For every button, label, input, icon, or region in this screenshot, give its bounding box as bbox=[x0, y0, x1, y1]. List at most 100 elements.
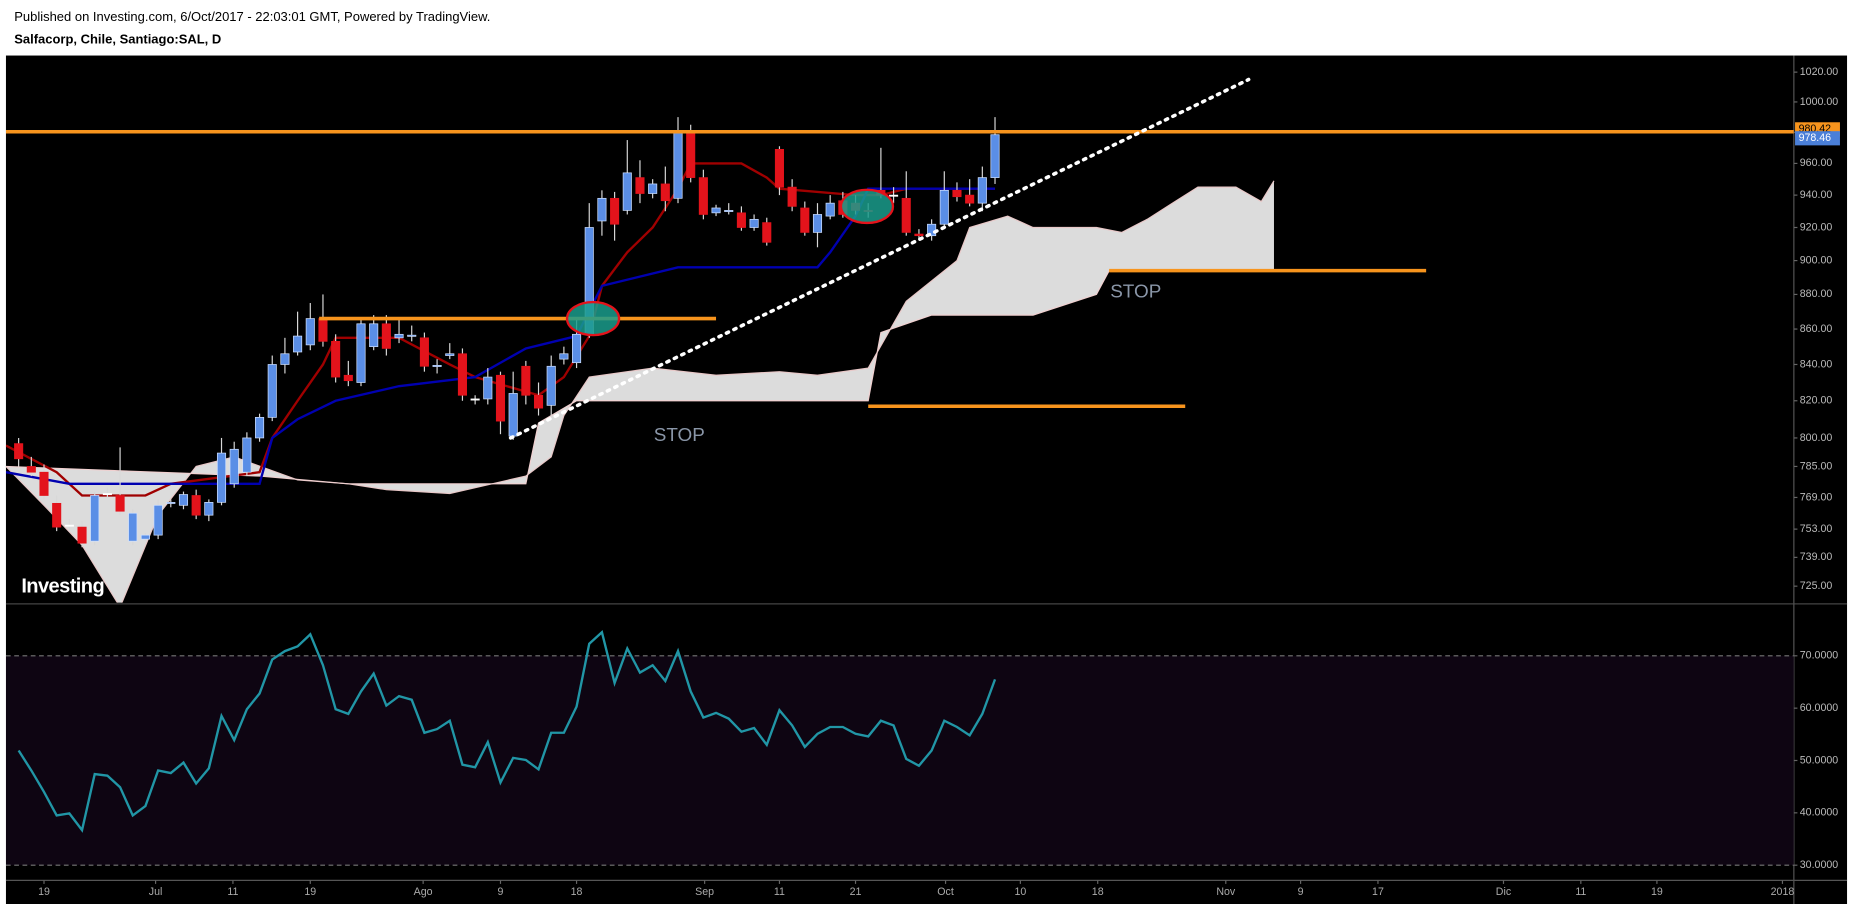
candle-body bbox=[939, 189, 949, 225]
x-tick-label: 9 bbox=[498, 886, 504, 898]
x-tick-label: 9 bbox=[1298, 886, 1304, 898]
x-tick-label: 19 bbox=[304, 886, 316, 898]
x-tick-label: 11 bbox=[227, 886, 238, 898]
candle-body bbox=[787, 186, 797, 207]
y-tick-label: 30.0000 bbox=[1800, 859, 1838, 871]
candle-body bbox=[622, 172, 632, 211]
candle-body bbox=[445, 353, 455, 356]
candle-body bbox=[305, 318, 315, 346]
highlight-marker bbox=[565, 300, 621, 337]
candle-body bbox=[749, 218, 759, 228]
y-tick-label: 940.00 bbox=[1800, 189, 1833, 201]
y-tick-label: 880.00 bbox=[1800, 288, 1833, 300]
candle-body bbox=[166, 502, 176, 504]
candle-body bbox=[800, 207, 810, 233]
candle-body bbox=[343, 374, 353, 382]
candle-body bbox=[140, 534, 150, 540]
candle-body bbox=[229, 448, 239, 485]
candle-body bbox=[178, 494, 189, 506]
candle-body bbox=[901, 197, 911, 233]
x-tick-label: 11 bbox=[774, 886, 785, 898]
cloud-span-b bbox=[5, 270, 1274, 485]
y-tick-label: 50.0000 bbox=[1800, 754, 1838, 766]
candle-body bbox=[521, 365, 531, 396]
x-tick-label: 19 bbox=[38, 886, 50, 898]
candle-body bbox=[762, 222, 772, 243]
x-tick-label: 19 bbox=[1651, 886, 1663, 898]
candle-body bbox=[635, 177, 645, 194]
candle-body bbox=[572, 333, 582, 364]
candle-body bbox=[965, 194, 975, 204]
candle-body bbox=[648, 183, 658, 194]
x-tick-label: Dic bbox=[1496, 886, 1512, 898]
candle-body bbox=[356, 323, 366, 383]
candle-body bbox=[889, 194, 899, 197]
cloud-fill bbox=[5, 180, 1274, 603]
y-tick-label: 840.00 bbox=[1800, 358, 1833, 370]
candle-body bbox=[990, 134, 1000, 178]
candle-body bbox=[774, 149, 784, 188]
candle-body bbox=[432, 365, 442, 367]
price-pane: Investing STOP STOP bbox=[5, 77, 1794, 603]
x-tick-label: Sep bbox=[695, 886, 714, 898]
candle-body bbox=[698, 177, 708, 215]
candle-body bbox=[255, 417, 265, 439]
candle-body bbox=[64, 524, 74, 527]
price-label: 978.46 bbox=[1799, 132, 1832, 144]
candle-body bbox=[242, 437, 252, 473]
indicator-line bbox=[5, 187, 996, 485]
candle-body bbox=[14, 443, 24, 460]
candle-body bbox=[610, 197, 620, 225]
candle-body bbox=[90, 495, 100, 542]
candle-body bbox=[559, 353, 569, 360]
rsi-band bbox=[5, 655, 1794, 866]
candle-body bbox=[736, 212, 746, 228]
y-tick-label: 800.00 bbox=[1800, 432, 1833, 444]
y-tick-label: 1020.00 bbox=[1800, 66, 1838, 78]
candle-body bbox=[483, 376, 493, 400]
x-tick-label: 18 bbox=[571, 886, 583, 898]
candle-body bbox=[318, 318, 328, 342]
price-label-box bbox=[1795, 131, 1840, 146]
x-tick-label: 2018 bbox=[1771, 886, 1795, 898]
candle-body bbox=[508, 393, 518, 437]
candle-body bbox=[293, 335, 303, 353]
candle-body bbox=[673, 130, 683, 199]
candle-body bbox=[711, 207, 721, 214]
y-tick-label: 769.00 bbox=[1800, 491, 1833, 503]
candle-body bbox=[952, 189, 962, 198]
y-tick-label: 900.00 bbox=[1800, 254, 1833, 266]
y-tick-label: 40.0000 bbox=[1800, 807, 1838, 819]
candle-body bbox=[280, 353, 290, 365]
candle-body bbox=[204, 502, 214, 516]
candle-body bbox=[825, 202, 835, 217]
annotation: STOP bbox=[654, 425, 705, 446]
candle-body bbox=[470, 398, 480, 401]
cloud-span-a bbox=[5, 180, 1275, 603]
y-tick-label: 753.00 bbox=[1800, 523, 1833, 535]
x-tick-label: 21 bbox=[850, 886, 862, 898]
candle-body bbox=[102, 493, 112, 496]
x-tick-label: Nov bbox=[1216, 886, 1236, 898]
candle-body bbox=[457, 353, 467, 396]
y-tick-label: 1000.00 bbox=[1800, 96, 1838, 108]
axes: 1020.001000.00980.00960.00940.00920.0090… bbox=[38, 66, 1840, 898]
candle-body bbox=[153, 504, 163, 536]
candle-body bbox=[191, 495, 201, 516]
candle-body bbox=[812, 214, 823, 233]
y-tick-label: 820.00 bbox=[1800, 395, 1833, 407]
candle-body bbox=[914, 233, 924, 237]
candle-body bbox=[52, 502, 62, 528]
highlight-marker bbox=[839, 188, 895, 225]
candle-body bbox=[597, 197, 607, 222]
candle-body bbox=[724, 210, 734, 212]
rsi-pane bbox=[5, 630, 1794, 866]
candle-body bbox=[686, 130, 696, 178]
y-tick-label: 60.0000 bbox=[1800, 702, 1838, 714]
x-tick-label: 18 bbox=[1092, 886, 1104, 898]
annotation: STOP bbox=[1110, 282, 1161, 303]
candle-body bbox=[407, 334, 417, 337]
candle-body bbox=[331, 340, 341, 378]
y-tick-label: 785.00 bbox=[1800, 460, 1833, 472]
